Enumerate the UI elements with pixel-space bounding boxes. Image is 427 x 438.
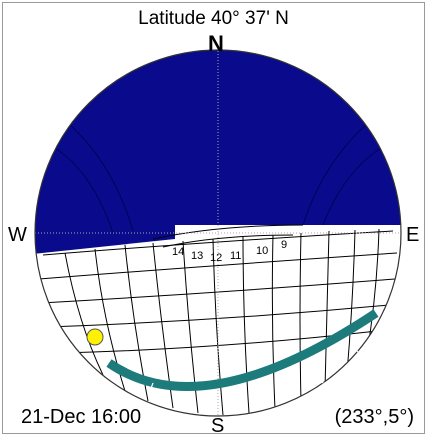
grid-line <box>162 234 294 248</box>
north-label: N <box>208 31 224 56</box>
sun-position-readout: (233°,5°) <box>334 406 414 428</box>
east-label: E <box>406 224 420 246</box>
grid-line <box>299 232 302 402</box>
hour-label: 13 <box>191 250 203 262</box>
grid-line <box>346 229 356 374</box>
sun-path-grid <box>38 224 398 416</box>
grid-line <box>42 230 394 256</box>
grid-line <box>152 224 304 240</box>
grid-line <box>182 240 199 414</box>
grid-line <box>38 252 398 280</box>
latitude-title: Latitude 40° 37' N <box>138 8 289 29</box>
grid-line <box>64 252 104 376</box>
sun-path-band <box>106 309 379 391</box>
west-label: W <box>8 224 27 246</box>
dome-outline <box>34 49 402 417</box>
grid-line <box>324 230 330 390</box>
date-time-readout: 21-Dec 16:00 <box>21 406 142 428</box>
hour-label: 9 <box>281 239 287 251</box>
sky-dome-chart[interactable]: 14 13 12 11 10 9 <box>3 3 425 434</box>
grid-line <box>242 236 250 414</box>
sun-chart-window: 14 13 12 11 10 9 Latitude 40° 37' N N W … <box>2 2 425 434</box>
grid-line <box>212 238 224 416</box>
grid-line <box>271 234 276 410</box>
sun-marker[interactable] <box>86 328 104 346</box>
hour-label: 11 <box>230 250 241 262</box>
south-label: S <box>211 415 225 434</box>
hour-label: 10 <box>256 245 268 257</box>
hour-label: 14 <box>172 246 184 258</box>
hour-label: 12 <box>210 252 222 264</box>
